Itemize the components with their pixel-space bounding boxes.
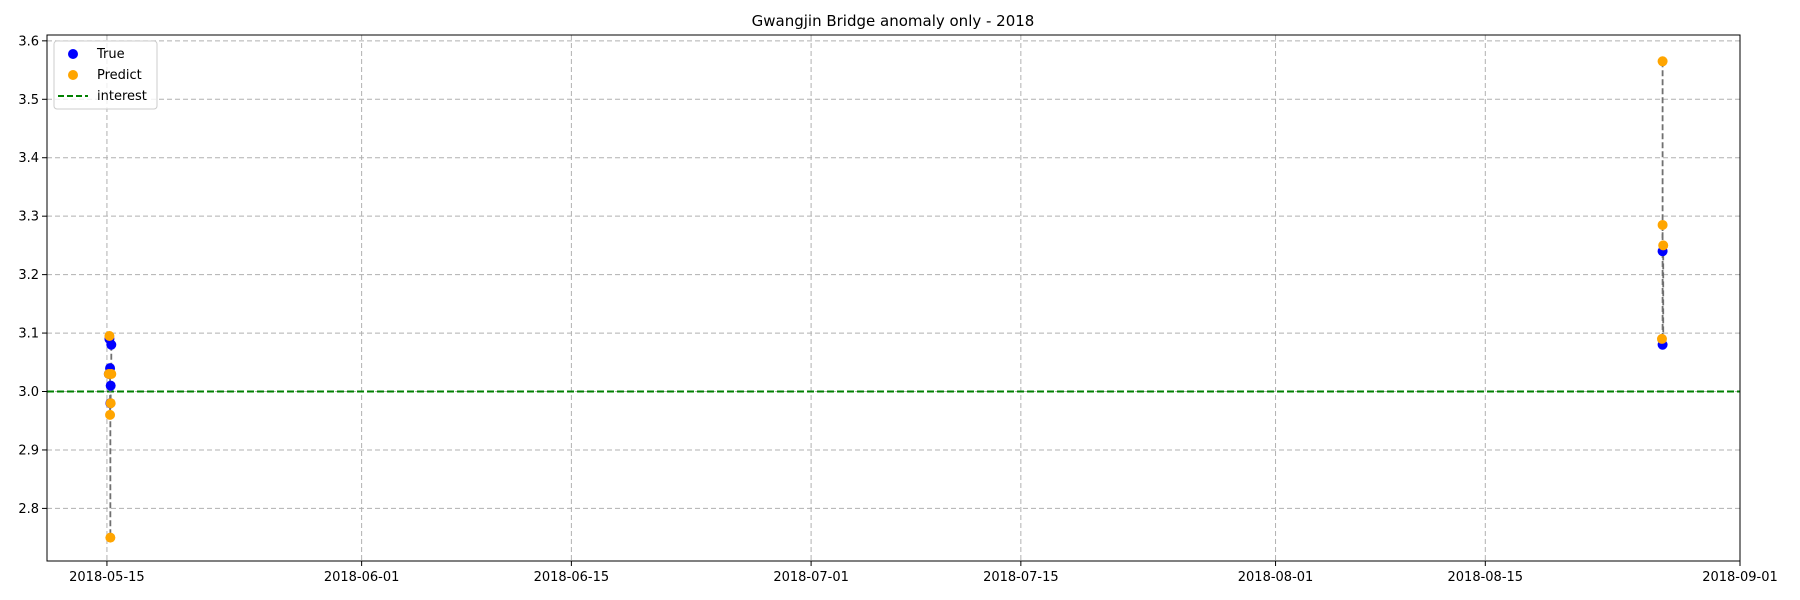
- true-point: [106, 339, 117, 350]
- y-tick-label: 3.3: [18, 210, 39, 225]
- x-tick-label: 2018-07-15: [983, 570, 1059, 585]
- y-tick-label: 3.0: [18, 385, 39, 400]
- y-tick-label: 3.1: [18, 327, 39, 342]
- legend: True Predict interest: [53, 40, 158, 110]
- true-point: [105, 380, 116, 391]
- x-tick-label: 2018-05-15: [69, 570, 145, 585]
- legend-predict-marker: [68, 70, 78, 80]
- y-axis-ticks: 2.8 2.9 3.0 3.1 3.2 3.3 3.4 3.5 3.6: [18, 34, 47, 517]
- predict-point: [105, 409, 116, 420]
- x-tick-label: 2018-08-01: [1238, 570, 1314, 585]
- x-tick-label: 2018-09-01: [1702, 570, 1778, 585]
- legend-true-label: True: [96, 47, 125, 62]
- predict-point: [1657, 56, 1668, 67]
- plot-frame: [46, 34, 1741, 562]
- x-axis-ticks: 2018-05-15 2018-06-01 2018-06-15 2018-07-01…: [69, 561, 1778, 585]
- predict-point: [105, 532, 116, 543]
- x-tick-label: 2018-07-01: [773, 570, 849, 585]
- y-tick-label: 3.5: [18, 93, 39, 108]
- x-tick-label: 2018-08-15: [1448, 570, 1524, 585]
- grid-lines: [47, 35, 1741, 561]
- predict-point: [1658, 240, 1669, 251]
- y-tick-label: 3.6: [18, 34, 39, 49]
- predict-point: [1657, 219, 1668, 230]
- chart-title: Gwangjin Bridge anomaly only - 2018: [752, 12, 1035, 30]
- y-tick-label: 3.4: [18, 151, 39, 166]
- legend-interest-label: interest: [97, 89, 147, 104]
- legend-true-marker: [68, 49, 78, 59]
- y-tick-label: 2.9: [18, 443, 39, 458]
- predict-point: [1656, 333, 1667, 344]
- legend-box: [53, 40, 158, 110]
- legend-predict-label: Predict: [97, 68, 142, 83]
- y-tick-label: 3.2: [18, 268, 39, 283]
- predict-point: [104, 330, 115, 341]
- predict-point: [103, 368, 114, 379]
- x-tick-label: 2018-06-01: [324, 570, 400, 585]
- predict-point: [105, 398, 116, 409]
- y-tick-label: 2.8: [18, 502, 39, 517]
- x-tick-label: 2018-06-15: [534, 570, 610, 585]
- series-predict-points: [103, 56, 1669, 543]
